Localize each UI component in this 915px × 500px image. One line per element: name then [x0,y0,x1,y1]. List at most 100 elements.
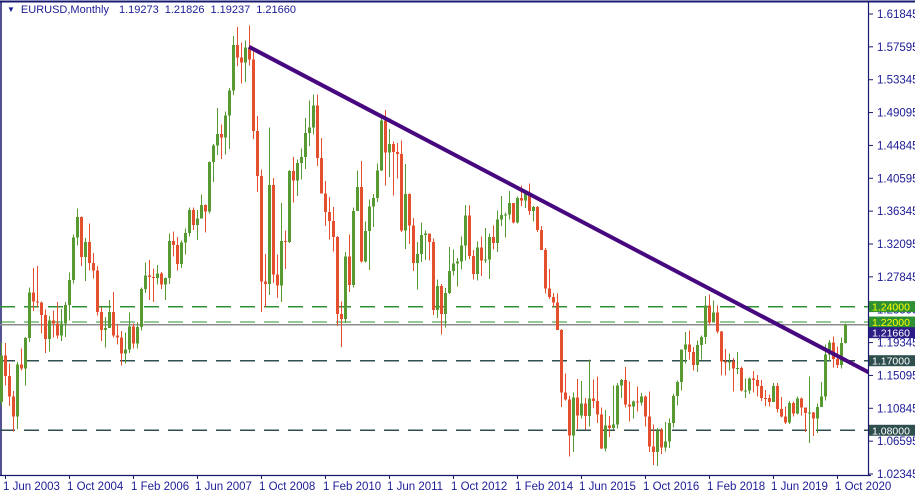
candle-body [52,320,56,324]
candle [564,373,568,401]
candle [720,330,724,376]
candle-body [60,323,64,336]
candle [644,395,648,427]
candle [220,124,224,159]
candle [20,348,24,371]
candle-body [544,249,548,289]
candle [420,222,424,263]
candle-body [572,397,576,436]
candle [792,401,796,417]
candle-body [548,288,552,297]
candle-body [512,202,516,223]
candle [252,51,256,139]
time-axis-label: 1 Oct 2016 [643,481,699,493]
candle [24,337,28,386]
candle-body [516,198,520,223]
candle [656,428,660,466]
candle [740,366,744,392]
candle [360,161,364,263]
candle [48,316,52,352]
candle-body [820,396,824,408]
descending-trendline[interactable] [248,45,873,375]
candle [576,378,580,429]
candle-body [588,398,592,417]
candle [808,376,812,443]
candle [528,183,532,215]
candle-body [132,326,136,344]
candle-body [292,170,296,181]
candle [244,40,248,83]
candle-body [12,396,16,417]
candle [716,305,720,334]
candle [640,393,644,406]
candle [408,193,412,244]
candle [4,342,8,386]
candle [344,252,348,323]
candle [356,170,360,212]
candle-body [776,385,780,409]
candle [392,141,396,196]
candle-body [616,385,620,425]
candle-body [372,197,376,207]
candle [736,351,740,375]
plot-area[interactable] [0,25,873,466]
candle [484,228,488,263]
candle [572,392,576,453]
candle-body [584,403,588,417]
candle-body [796,398,800,414]
candle-body [556,302,560,330]
candle-body [736,368,740,370]
candle-body [296,163,300,181]
candle-body [568,399,572,436]
candle-body [488,237,492,260]
candle [292,156,296,203]
candle [116,323,120,345]
candle-body [648,416,652,447]
candle [200,194,204,219]
chevron-down-icon[interactable]: ▼ [7,5,15,14]
candle-body [304,133,308,158]
candle-body [800,398,804,408]
candle-body [136,326,140,344]
candle [64,301,68,337]
candle [512,202,516,224]
candle [708,294,712,326]
candle [452,249,456,276]
price-axis-label: 1.15095 [877,370,915,382]
candle-body [356,186,360,212]
candle-body [604,425,608,449]
candle-body [428,233,432,242]
candle [592,379,596,409]
candle [412,217,416,272]
level-flag-1.24000-text: 1.24000 [872,302,910,314]
time-axis-label: 1 Oct 2008 [259,481,315,493]
candle-body [580,403,584,416]
candle-body [668,422,672,442]
candle-body [40,302,44,316]
candle [812,411,816,436]
candle [632,400,636,419]
candle-body [100,312,104,330]
candle-body [416,253,420,264]
candle [156,264,160,285]
candle-body [792,403,796,414]
candle-body [8,376,12,397]
candle [580,381,584,419]
candle [600,407,604,450]
candle [540,225,544,250]
candle [32,268,36,312]
candle-body [552,296,556,303]
candle [648,391,652,453]
candle-body [256,131,260,176]
candle-body [660,430,664,448]
price-axis-label: 1.27845 [877,272,915,284]
candle [760,380,764,402]
candle [772,382,776,402]
candle [544,247,548,294]
candle [820,382,824,408]
candle [768,394,772,407]
candle-body [72,237,76,281]
candle-body [424,233,428,236]
ohlc-low-value: 1.19237 [210,4,251,16]
